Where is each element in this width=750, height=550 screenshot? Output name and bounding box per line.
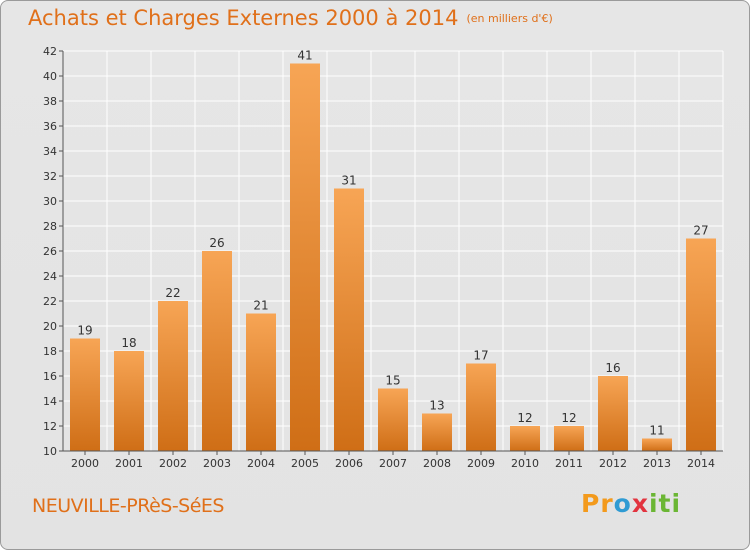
y-tick-label: 24 (43, 270, 57, 283)
bar (510, 426, 540, 451)
y-tick-label: 22 (43, 295, 57, 308)
x-tick-label: 2002 (159, 457, 187, 470)
chart-subtitle: (en milliers d'€) (466, 12, 553, 25)
y-tick-label: 28 (43, 220, 57, 233)
x-tick-label: 2011 (555, 457, 583, 470)
y-tick-label: 42 (43, 45, 57, 58)
y-tick-label: 30 (43, 195, 57, 208)
x-tick-label: 2007 (379, 457, 407, 470)
y-tick-label: 32 (43, 170, 57, 183)
logo-part: Pr (581, 489, 614, 518)
bar-value-label: 12 (561, 411, 576, 425)
y-tick-label: 34 (43, 145, 57, 158)
bar (554, 426, 584, 451)
y-tick-label: 18 (43, 345, 57, 358)
bar (202, 251, 232, 451)
bar (378, 388, 408, 451)
logo-part: iti (648, 489, 682, 518)
x-tick-label: 2006 (335, 457, 363, 470)
x-tick-label: 2005 (291, 457, 319, 470)
x-tick-label: 2013 (643, 457, 671, 470)
bar (290, 63, 320, 451)
bar (246, 313, 276, 451)
bar-value-label: 41 (297, 49, 312, 63)
y-tick-label: 10 (43, 445, 57, 458)
bar (114, 351, 144, 451)
x-tick-label: 2010 (511, 457, 539, 470)
bar-value-label: 27 (693, 224, 708, 238)
logo-part: x (631, 489, 649, 518)
bar (466, 363, 496, 451)
y-tick-label: 14 (43, 395, 57, 408)
bar-value-label: 22 (165, 286, 180, 300)
bar-value-label: 31 (341, 174, 356, 188)
chart-title-text: Achats et Charges Externes 2000 à 2014 (28, 6, 459, 30)
bar-value-label: 15 (385, 374, 400, 388)
bar (158, 301, 188, 451)
bar-value-label: 18 (121, 336, 136, 350)
bar-value-label: 21 (253, 299, 268, 313)
x-tick-label: 2012 (599, 457, 627, 470)
proxiti-logo: Proxiti (581, 489, 681, 518)
y-tick-label: 12 (43, 420, 57, 433)
bar-value-label: 12 (517, 411, 532, 425)
x-tick-label: 2004 (247, 457, 275, 470)
bar (70, 338, 100, 451)
logo-part: o (613, 489, 632, 518)
y-tick-label: 38 (43, 95, 57, 108)
bar (642, 438, 672, 451)
x-tick-label: 2000 (71, 457, 99, 470)
bar-value-label: 13 (429, 399, 444, 413)
bar-value-label: 19 (77, 324, 92, 338)
y-tick-label: 16 (43, 370, 57, 383)
bar (686, 238, 716, 451)
x-tick-label: 2014 (687, 457, 715, 470)
x-tick-label: 2009 (467, 457, 495, 470)
x-tick-label: 2008 (423, 457, 451, 470)
bar (422, 413, 452, 451)
y-tick-label: 40 (43, 70, 57, 83)
x-tick-label: 2003 (203, 457, 231, 470)
commune-name: NEUVILLE-PRèS-SéES (32, 495, 224, 517)
bar-value-label: 17 (473, 349, 488, 363)
bar-value-label: 26 (209, 236, 224, 250)
bar (334, 188, 364, 451)
y-tick-label: 36 (43, 120, 57, 133)
chart-title: Achats et Charges Externes 2000 à 2014 (e… (28, 6, 553, 30)
x-tick-label: 2001 (115, 457, 143, 470)
bar-value-label: 16 (605, 361, 620, 375)
bar (598, 376, 628, 451)
y-tick-label: 20 (43, 320, 57, 333)
y-tick-label: 26 (43, 245, 57, 258)
bar-value-label: 11 (649, 424, 664, 438)
